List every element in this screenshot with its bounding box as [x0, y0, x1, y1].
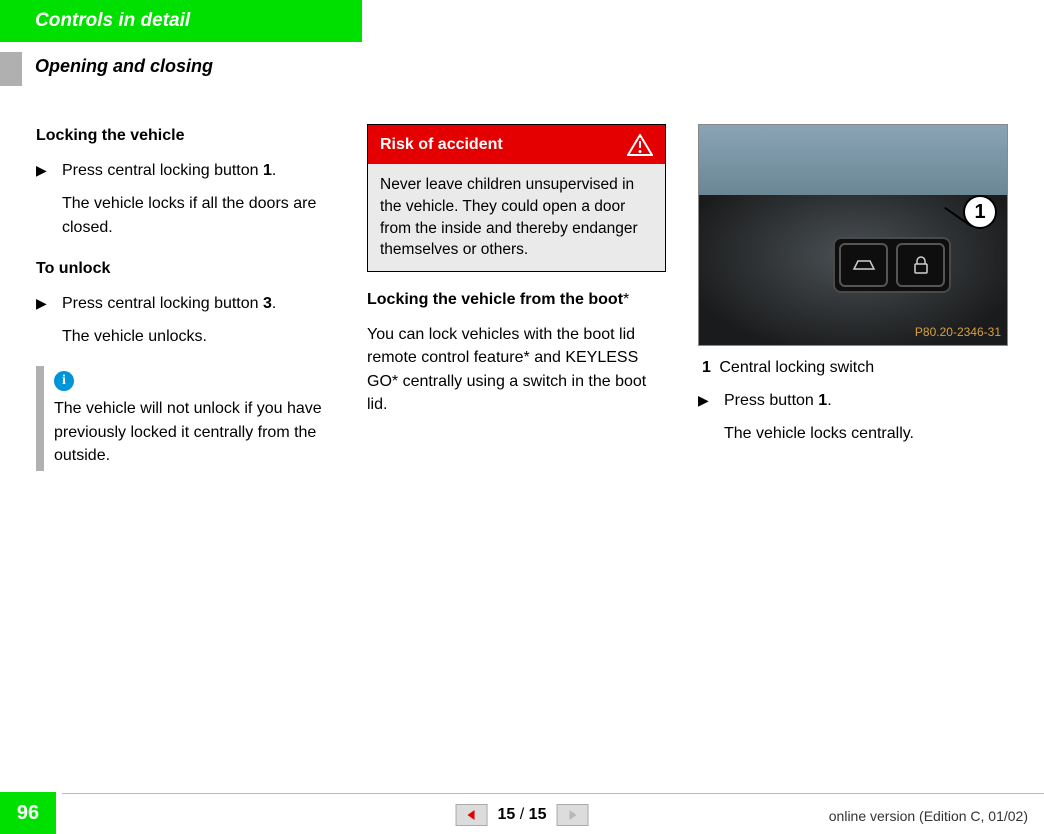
- content-columns: Locking the vehicle ▶ Press central lock…: [36, 124, 1008, 471]
- step-unlock-text: Press central locking button 3.: [62, 292, 335, 315]
- result-central-lock: The vehicle locks centrally.: [724, 422, 1008, 445]
- warning-title: Risk of accident: [380, 133, 503, 156]
- bullet-icon: ▶: [36, 159, 62, 182]
- info-note: i The vehicle will not unlock if you hav…: [36, 366, 335, 471]
- step-lock-text: Press central locking button 1.: [62, 159, 335, 182]
- warning-icon: [627, 134, 653, 156]
- ref-num: 1: [818, 392, 827, 409]
- fig-trunk-button: [839, 243, 888, 287]
- pager-current: 15: [498, 806, 516, 823]
- pager-sep: /: [515, 806, 528, 823]
- heading-boot-lock: Locking the vehicle from the boot*: [367, 288, 666, 311]
- result-unlock: The vehicle unlocks.: [62, 325, 335, 348]
- column-3: 1 P80.20-2346-31 1 Central locking switc…: [698, 124, 1008, 471]
- info-icon: i: [54, 371, 74, 391]
- caption-num: 1: [702, 359, 711, 376]
- fig-callout-1: 1: [963, 195, 997, 229]
- text: Locking the vehicle from the boot: [367, 291, 623, 308]
- warning-header: Risk of accident: [368, 125, 665, 164]
- info-body: i The vehicle will not unlock if you hav…: [54, 366, 335, 471]
- fig-lock-button: [896, 243, 945, 287]
- heading-locking: Locking the vehicle: [36, 124, 335, 147]
- text: Press central locking button: [62, 162, 263, 179]
- text: *: [623, 291, 629, 308]
- text: Press button: [724, 392, 818, 409]
- fig-code: P80.20-2346-31: [915, 324, 1001, 341]
- text: .: [827, 392, 831, 409]
- step-lock: ▶ Press central locking button 1.: [36, 159, 335, 182]
- ref-num: 3: [263, 295, 272, 312]
- caption-text: Central locking switch: [719, 359, 874, 376]
- footer-rule: [62, 793, 1044, 794]
- bullet-icon: ▶: [36, 292, 62, 315]
- figure-caption: 1 Central locking switch: [702, 356, 1008, 379]
- figure-boot-switch: 1 P80.20-2346-31: [698, 124, 1008, 346]
- section-title: Opening and closing: [0, 42, 1044, 87]
- pager-prev-button[interactable]: [456, 804, 488, 826]
- step-press-1: ▶ Press button 1.: [698, 389, 1008, 412]
- text: .: [272, 162, 276, 179]
- section-marker: [0, 52, 22, 86]
- warning-body: Never leave children unsupervised in the…: [368, 164, 665, 271]
- fig-switch-panel: [833, 237, 951, 293]
- heading-unlock: To unlock: [36, 257, 335, 280]
- text: Press central locking button: [62, 295, 263, 312]
- info-stripe: [36, 366, 44, 471]
- para-boot-lock: You can lock vehicles with the boot lid …: [367, 323, 666, 416]
- pager: 15 / 15: [456, 804, 589, 826]
- ref-num: 1: [263, 162, 272, 179]
- column-2: Risk of accident Never leave children un…: [367, 124, 666, 471]
- column-1: Locking the vehicle ▶ Press central lock…: [36, 124, 335, 471]
- info-text: The vehicle will not unlock if you have …: [54, 397, 335, 467]
- text: .: [272, 295, 276, 312]
- pager-position: 15 / 15: [498, 806, 547, 824]
- chapter-title: Controls in detail: [0, 0, 362, 42]
- fig-trunk-edge: [699, 125, 1007, 195]
- page-number-badge: 96: [0, 792, 56, 834]
- warning-box: Risk of accident Never leave children un…: [367, 124, 666, 272]
- pager-next-button[interactable]: [556, 804, 588, 826]
- edition-label: online version (Edition C, 01/02): [829, 808, 1028, 824]
- bullet-icon: ▶: [698, 389, 724, 412]
- step-press-1-text: Press button 1.: [724, 389, 1008, 412]
- page-header: Controls in detail Opening and closing: [0, 0, 1044, 87]
- page-footer: 96 15 / 15 online version (Edition C, 01…: [0, 792, 1044, 834]
- step-unlock: ▶ Press central locking button 3.: [36, 292, 335, 315]
- result-lock: The vehicle locks if all the doors are c…: [62, 192, 335, 238]
- pager-total: 15: [529, 806, 547, 823]
